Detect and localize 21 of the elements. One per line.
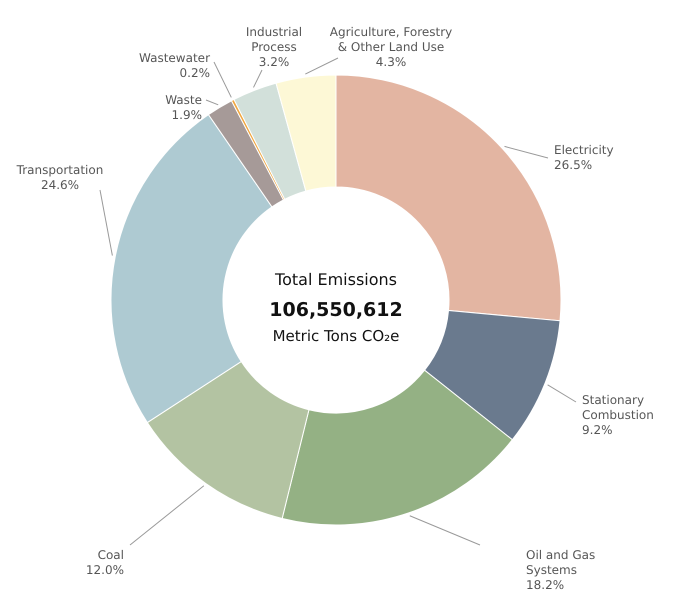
text: Total Emissions <box>274 270 397 289</box>
slice-label: Agriculture, Forestry & Other Land Use <box>330 25 452 54</box>
data-label: 4.3% <box>376 55 406 69</box>
data-label: 12.0% <box>86 563 124 577</box>
data-label: 9.2% <box>582 423 612 437</box>
data-label: 3.2% <box>258 55 290 69</box>
data-label: 26.5% <box>554 158 592 172</box>
text: 106,550,612 <box>269 299 403 321</box>
slice-label: Transportation <box>16 163 104 177</box>
data-label: 18.2% <box>526 578 564 592</box>
slice-label: Oil and Gas Systems <box>526 548 596 577</box>
data-label: 1.9% <box>172 108 202 122</box>
slice-label: Wastewater <box>139 51 210 65</box>
slice-label: Industrial Process <box>246 25 302 54</box>
slice-label: Electricity <box>554 143 614 157</box>
slice-label: Coal <box>98 548 124 562</box>
text: Metric Tons CO₂e <box>272 327 400 345</box>
data-label: 24.6% <box>40 178 80 192</box>
slice-label: Stationary Combustion <box>582 393 654 422</box>
slice-label: Waste <box>165 93 202 107</box>
data-label: 0.2% <box>180 66 210 80</box>
